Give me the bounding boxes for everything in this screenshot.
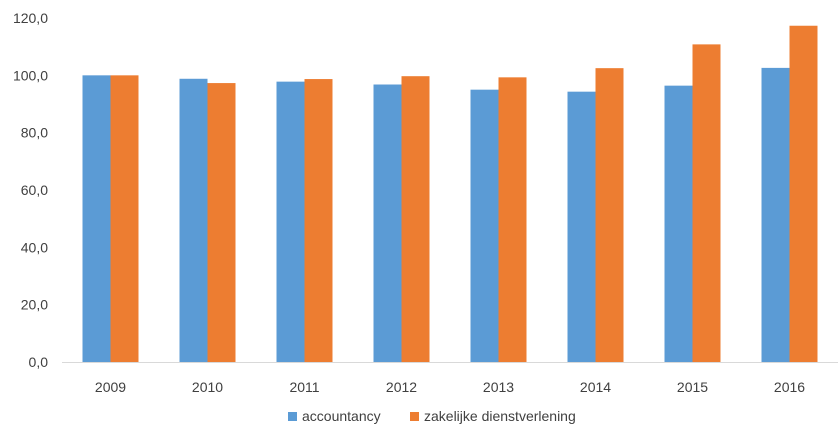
x-tick-label: 2010 [192,379,223,395]
bar-accountancy-2011 [276,81,305,362]
x-tick-label: 2016 [774,379,805,395]
bar-accountancy-2012 [373,84,402,363]
legend-label-accountancy: accountancy [302,408,381,424]
x-tick-label: 2011 [289,379,319,395]
bar-accountancy-2013 [470,89,499,363]
legend-swatch-zakelijke-dienstverlening [410,412,419,421]
bar-zakelijke-dienstverlening-2010 [207,83,236,362]
bar-zakelijke-dienstverlening-2016 [789,25,818,363]
x-axis-tick-labels: 2009 2010 2011 2012 2013 2014 2015 2016 [95,379,805,395]
y-axis-tick-labels: 0,0 20,0 40,0 60,0 80,0 100,0 120,0 [13,10,48,370]
legend-label-zakelijke-dienstverlening: zakelijke dienstverlening [424,408,576,424]
x-tick-label: 2013 [483,379,514,395]
bar-zakelijke-dienstverlening-2009 [110,75,139,362]
bar-zakelijke-dienstverlening-2013 [498,77,527,362]
bar-zakelijke-dienstverlening-2014 [595,68,624,363]
y-tick-label: 100,0 [13,67,48,83]
bar-zakelijke-dienstverlening-2012 [401,76,430,363]
bar-accountancy-2016 [761,67,790,362]
y-tick-label: 80,0 [21,125,48,141]
x-tick-label: 2012 [386,379,417,395]
legend-swatch-accountancy [288,412,297,421]
bar-accountancy-2015 [664,85,693,363]
x-tick-label: 2009 [95,379,126,395]
bar-series-group [82,25,818,363]
y-tick-label: 120,0 [13,10,48,26]
y-tick-label: 60,0 [21,182,48,198]
y-tick-label: 40,0 [21,239,48,255]
bar-accountancy-2009 [82,75,111,362]
bar-zakelijke-dienstverlening-2011 [304,79,333,362]
bar-accountancy-2014 [567,91,596,362]
x-tick-label: 2014 [580,379,611,395]
bar-zakelijke-dienstverlening-2015 [692,44,721,363]
legend: accountancy zakelijke dienstverlening [288,408,576,424]
x-tick-label: 2015 [677,379,708,395]
y-tick-label: 20,0 [21,297,48,313]
bar-accountancy-2010 [179,78,208,363]
y-tick-label: 0,0 [29,354,49,370]
